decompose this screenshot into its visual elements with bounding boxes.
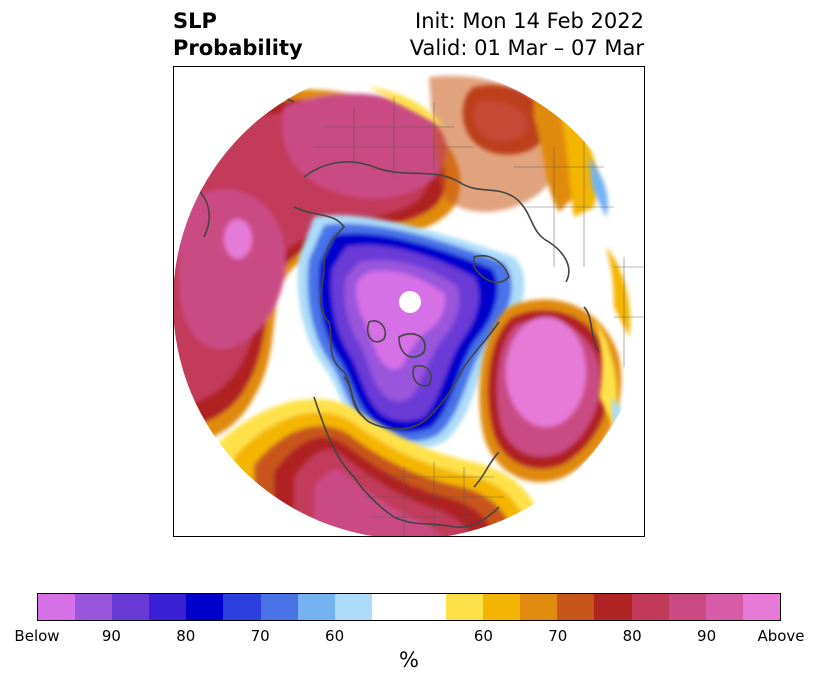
map-svg: [174, 67, 644, 536]
colorbar-segment: [557, 594, 595, 620]
colorbar-segment: [371, 594, 409, 620]
colorbar-tick-label: 70: [548, 627, 568, 645]
colorbar-tick-label: 70: [250, 627, 270, 645]
colorbar-segment: [334, 594, 372, 620]
pole-hole: [399, 291, 421, 313]
colorbar-unit-label: %: [399, 648, 419, 672]
colorbar-segment: [223, 594, 261, 620]
colorbar-segment: [260, 594, 298, 620]
colorbar-tick-label: 90: [101, 627, 121, 645]
valid-range: Valid: 01 Mar – 07 Mar: [409, 36, 644, 60]
colorbar-segment: [668, 594, 706, 620]
colorbar-segment: [38, 594, 76, 620]
colorbar-segment: [594, 594, 632, 620]
colorbar-segment: [75, 594, 113, 620]
colorbar: [37, 593, 781, 621]
title-block: SLP Probability: [173, 8, 303, 62]
borders: [314, 97, 644, 536]
above-anomaly-atlantic: [479, 299, 622, 483]
date-block: Init: Mon 14 Feb 2022 Valid: 01 Mar – 07…: [410, 8, 644, 62]
colorbar-tick-labels: Below 90 80 70 60 60 70 80 90 Above: [0, 627, 819, 647]
colorbar-tick-label: 60: [473, 627, 493, 645]
colorbar-segment: [483, 594, 521, 620]
colorbar-segment: [520, 594, 558, 620]
colorbar-tick-label: 60: [325, 627, 345, 645]
colorbar-segment: [186, 594, 224, 620]
colorbar-segment: [631, 594, 669, 620]
below-anomaly-arctic: [297, 215, 525, 449]
colorbar-tick-label: 80: [176, 627, 196, 645]
probability-map: [173, 66, 645, 537]
colorbar-segment: [112, 594, 150, 620]
colorbar-segment: [408, 594, 447, 620]
colorbar-tick-label: 90: [697, 627, 717, 645]
title-line-1: SLP: [173, 9, 217, 33]
colorbar-tick-label: Below: [14, 627, 60, 645]
title-line-2: Probability: [173, 36, 303, 60]
colorbar-segment: [742, 594, 780, 620]
above-anomaly-south: [214, 398, 544, 536]
init-date: Init: Mon 14 Feb 2022: [415, 9, 644, 33]
colorbar-segment: [705, 594, 743, 620]
colorbar-tick-label: 80: [622, 627, 642, 645]
colorbar-tick-label: Above: [757, 627, 805, 645]
colorbar-segment: [149, 594, 187, 620]
colorbar-segment: [297, 594, 335, 620]
above-anomaly-west: [174, 75, 598, 447]
colorbar-segment: [446, 594, 484, 620]
probability-field: [174, 67, 644, 536]
